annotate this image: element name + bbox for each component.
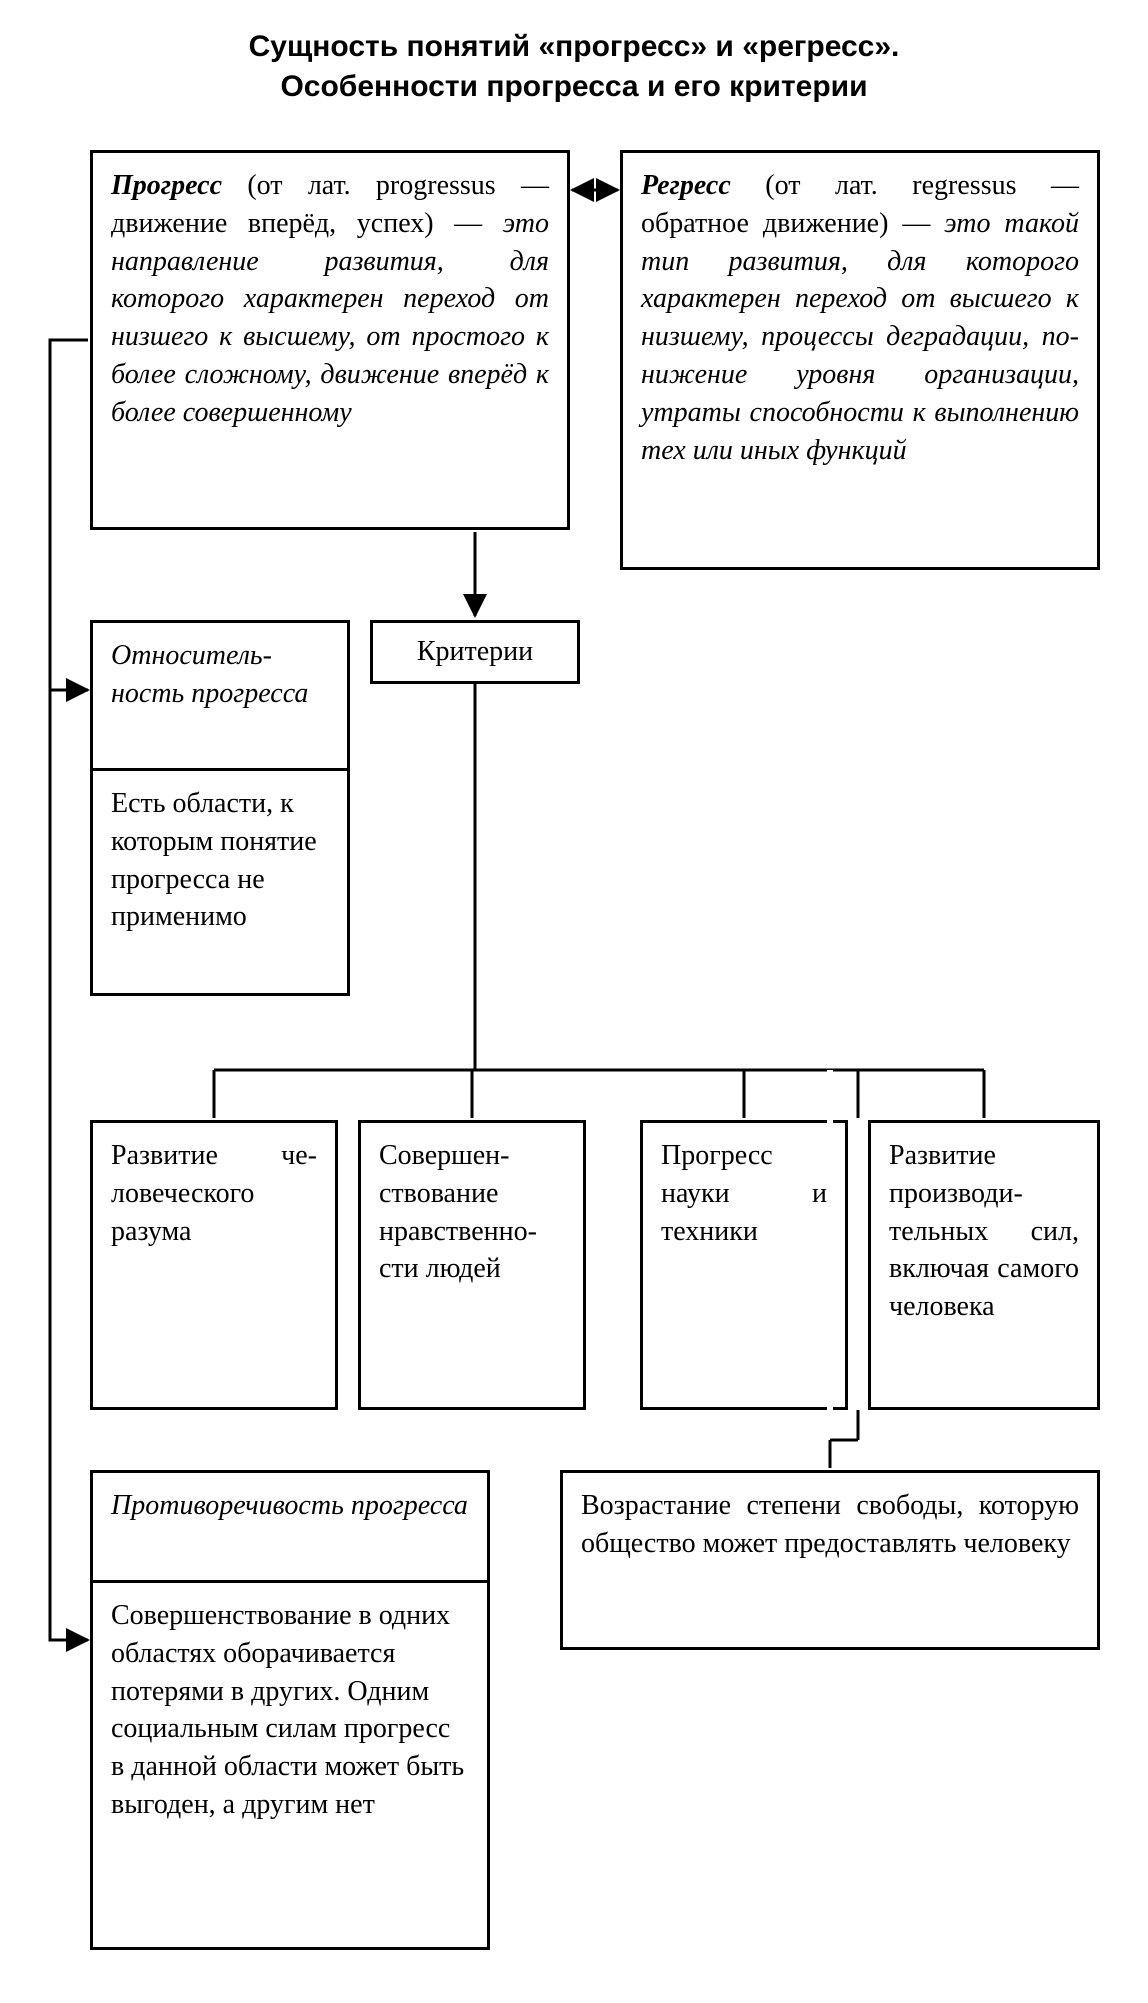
contradiction-title-box: Противоречивость прогресса xyxy=(90,1470,490,1580)
diagram-title-line2: Особенности прогресса и его критерии xyxy=(160,70,988,104)
progress-term: Прогресс xyxy=(111,170,222,201)
progress-definition-box: Прогресс (от лат. progres­sus — движение… xyxy=(90,150,570,530)
regress-term: Регресс xyxy=(641,170,731,201)
diagram-title-line1: Сущность понятий «прогресс» и «регресс». xyxy=(160,30,988,64)
freedom-box: Возрастание степени сво­боды, которую об… xyxy=(560,1470,1100,1650)
regress-definition-box: Регресс (от лат. regressus — обратное дв… xyxy=(620,150,1100,570)
relativity-body-box: Есть облас­ти, к кото­рым понятие прогре… xyxy=(90,768,350,996)
criterion-4-box: Развитие производи­тельных сил, вклю­чая… xyxy=(868,1120,1100,1410)
criterion-1-box: Развитие че­ловеческого разума xyxy=(90,1120,338,1410)
criterion-2-box: Совершен­ствова­ние нрав­ственно­сти люд… xyxy=(358,1120,586,1410)
relativity-title-box: Относитель­ность про­гресса xyxy=(90,620,350,768)
contradiction-body-box: Совершенствование в одних областях обо­р… xyxy=(90,1580,490,1950)
regress-def: это такой тип развития, для которого хар… xyxy=(641,208,1079,466)
progress-def: это направление развития, для которого х… xyxy=(111,208,549,428)
criteria-label-box: Критерии xyxy=(370,620,580,684)
diagram-canvas: Сущность понятий «прогресс» и «регресс».… xyxy=(0,0,1148,2003)
criterion-3-box: Прогресс науки и техники xyxy=(640,1120,848,1410)
